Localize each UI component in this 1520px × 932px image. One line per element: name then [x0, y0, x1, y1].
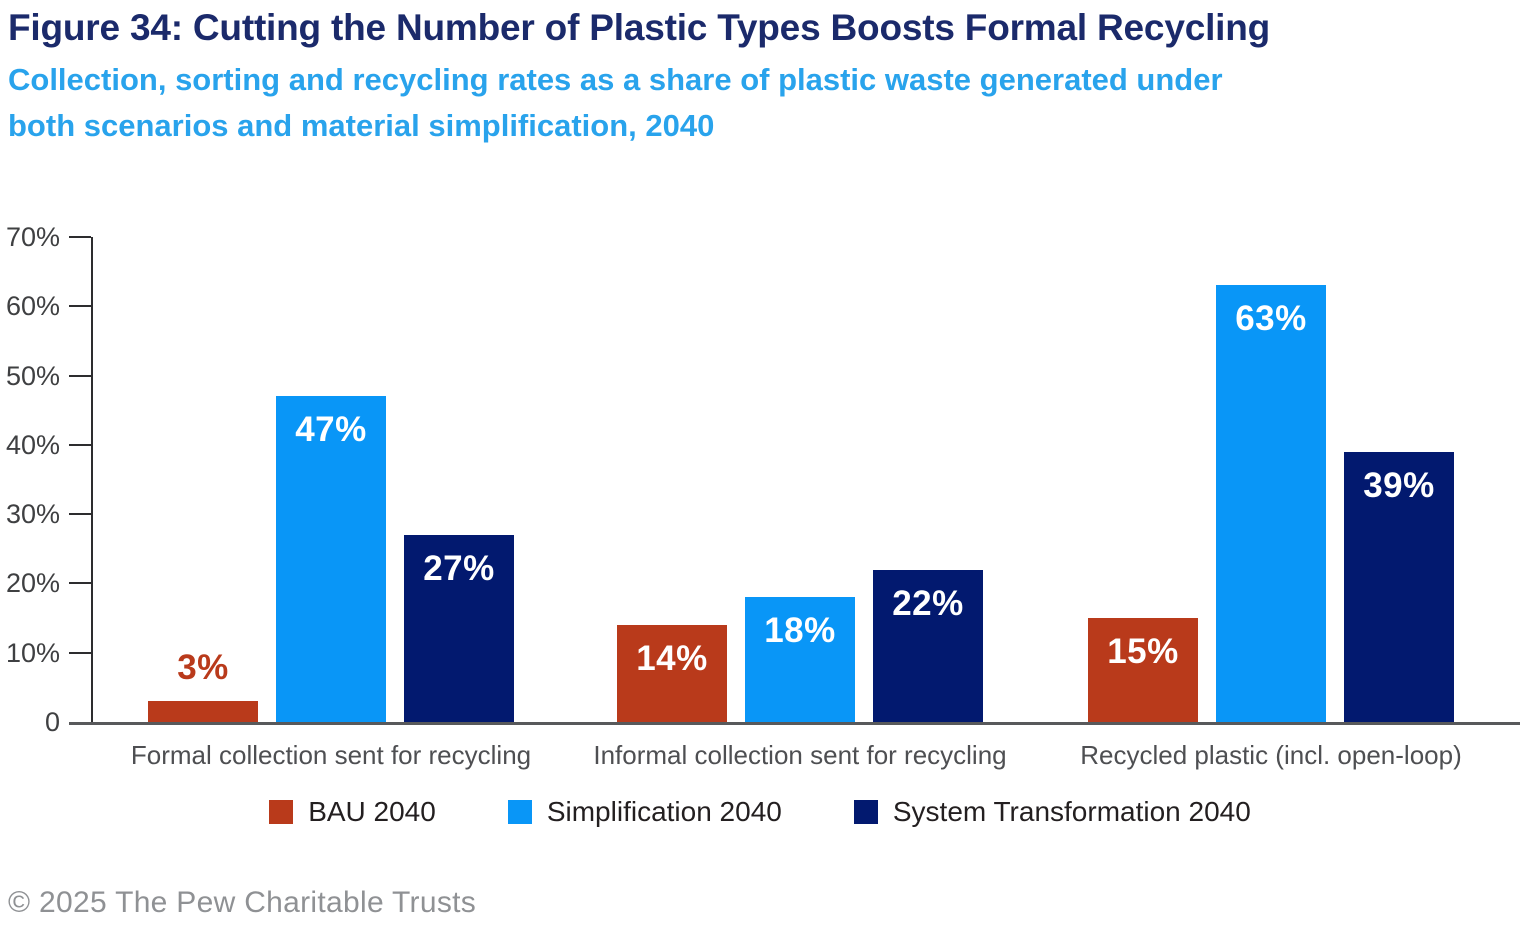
- bar-value-label: 47%: [295, 410, 367, 449]
- x-category-label: Recycled plastic (incl. open-loop): [1080, 740, 1462, 770]
- bar-value-label: 39%: [1363, 466, 1435, 505]
- y-tick-label: 10%: [5, 637, 60, 668]
- bar: 47%: [276, 396, 386, 722]
- y-axis-tick: [69, 651, 91, 654]
- legend-item-bau-2040: BAU 2040: [269, 796, 436, 828]
- y-axis-tick: [69, 305, 91, 308]
- y-axis-line: [91, 237, 93, 722]
- legend-item-simplification-2040: Simplification 2040: [507, 796, 782, 828]
- figure-subtitle-line1: Collection, sorting and recycling rates …: [8, 62, 1223, 97]
- bar-value-label: 27%: [423, 549, 495, 588]
- copyright-notice: © 2025 The Pew Charitable Trusts: [8, 886, 477, 919]
- bar: 27%: [404, 535, 514, 722]
- legend-label-bau-2040: BAU 2040: [308, 796, 436, 827]
- y-tick-label: 70%: [5, 222, 60, 252]
- y-tick-label: 50%: [5, 360, 60, 391]
- y-axis-tick: [69, 443, 91, 446]
- chart-legend: BAU 2040 Simplification 2040 System Tran…: [0, 796, 1520, 828]
- figure-subtitle-line2: both scenarios and material simplificati…: [8, 108, 715, 143]
- y-axis-tick: [69, 374, 91, 377]
- bar-value-label: 3%: [177, 648, 229, 687]
- legend-swatch-simplification-2040: [507, 800, 532, 824]
- y-tick-label: 60%: [5, 291, 60, 322]
- y-axis-tick: [69, 513, 91, 516]
- bar-value-label: 18%: [764, 611, 836, 650]
- bar: 22%: [873, 570, 983, 722]
- bar: 18%: [745, 597, 855, 722]
- x-category-label: Formal collection sent for recycling: [130, 740, 532, 770]
- figure-title: Figure 34: Cutting the Number of Plastic…: [8, 7, 1271, 48]
- bar: 39%: [1344, 452, 1454, 722]
- bar-value-label: 63%: [1235, 299, 1307, 338]
- y-axis-tick: [69, 582, 91, 585]
- y-tick-label: 0: [44, 707, 60, 737]
- y-tick-label: 20%: [5, 568, 60, 599]
- bar-value-label: 14%: [636, 639, 708, 678]
- x-category-label: Informal collection sent for recycling: [593, 740, 1007, 770]
- y-tick-label: 40%: [5, 429, 60, 460]
- legend-swatch-bau-2040: [269, 800, 294, 824]
- bar: 63%: [1216, 285, 1326, 722]
- bar-value-label: 15%: [1107, 632, 1179, 671]
- bar: 15%: [1088, 618, 1198, 722]
- x-axis-line: [69, 722, 1520, 725]
- figure-subtitle: Collection, sorting and recycling rates …: [8, 57, 1508, 149]
- legend-item-system-transformation-2040: System Transformation 2040: [853, 796, 1251, 828]
- bar-value-label: 22%: [892, 584, 964, 623]
- bar: [148, 701, 258, 722]
- legend-swatch-system-transformation-2040: [853, 800, 878, 824]
- y-tick-label: 30%: [5, 499, 60, 530]
- bar: 14%: [617, 625, 727, 722]
- legend-label-simplification-2040: Simplification 2040: [546, 796, 782, 827]
- y-axis-tick: [69, 236, 91, 238]
- legend-label-system-transformation-2040: System Transformation 2040: [892, 796, 1251, 827]
